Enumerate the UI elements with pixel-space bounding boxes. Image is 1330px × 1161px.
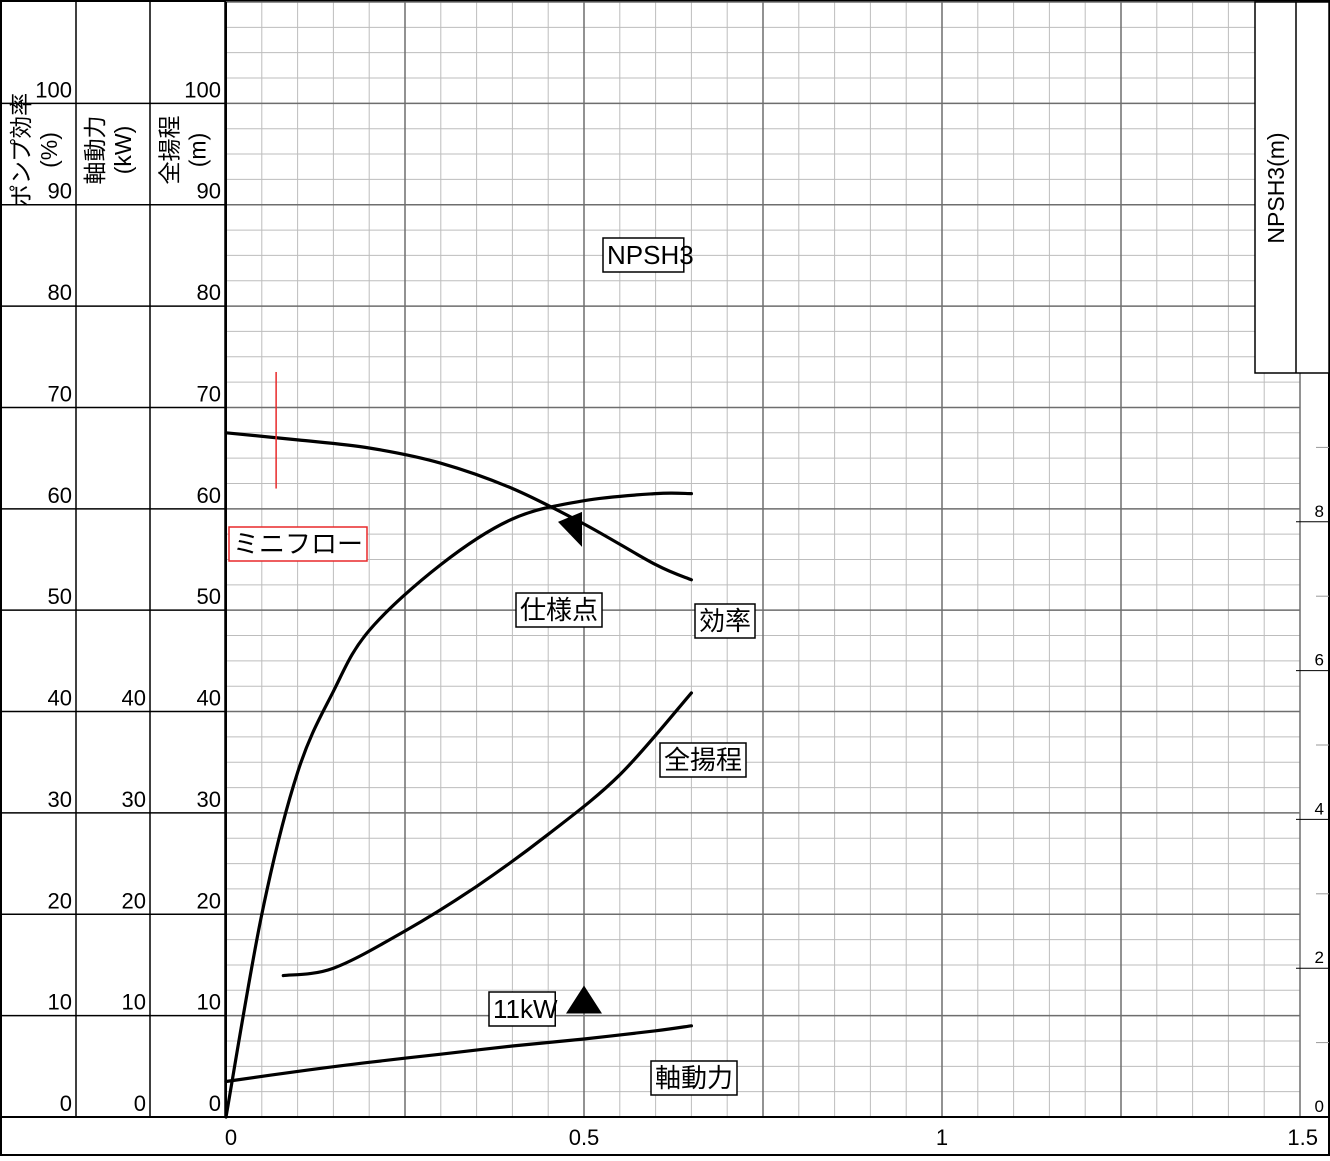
y-tick-label: 30: [122, 787, 146, 812]
y-tick-label: 30: [48, 787, 72, 812]
column-unit: (kW): [110, 126, 136, 175]
y-tick-label: 10: [48, 990, 72, 1015]
y-tick-label: 30: [197, 787, 221, 812]
column-unit: (%): [36, 132, 62, 168]
y-tick-label: 60: [197, 483, 221, 508]
spec-point-marker: [558, 511, 582, 547]
y-tick-label: 90: [197, 179, 221, 204]
y-tick-label: 90: [48, 179, 72, 204]
y-tick-label: 80: [197, 280, 221, 305]
shaft-power-label: 軸動力: [655, 1063, 733, 1093]
column-title: 全揚程: [157, 116, 183, 185]
npsh-tick-label: 8: [1315, 502, 1324, 521]
y-tick-label: 50: [48, 584, 72, 609]
x-tick-label: 1: [936, 1125, 948, 1150]
y-tick-label: 0: [209, 1091, 221, 1116]
motor-rating-label: 11kW: [493, 994, 558, 1024]
y-tick-label: 10: [197, 990, 221, 1015]
y-tick-label: 20: [197, 888, 221, 913]
motor-rating-label-box: [488, 991, 556, 1027]
npsh-tick-label: 6: [1315, 651, 1324, 670]
efficiency-label: 効率: [699, 606, 751, 636]
mini-flow-label: ミニフロー: [233, 529, 363, 559]
mini-flow-label-box: [228, 526, 368, 562]
y-tick-label: 20: [122, 888, 146, 913]
y-tick-label: 70: [48, 381, 72, 406]
npsh-axis-panel: [1254, 1, 1330, 374]
y-tick-label: 70: [197, 381, 221, 406]
markers: [275, 371, 602, 1014]
y-tick-label: 0: [60, 1091, 72, 1116]
head-label: 全揚程: [664, 745, 742, 775]
y-tick-label: 40: [197, 686, 221, 711]
npsh3-curve: [281, 691, 693, 978]
plot-grid: [0, 1, 1330, 1118]
y-tick-label: 10: [122, 990, 146, 1015]
y-tick-label: 0: [134, 1091, 146, 1116]
curves: [224, 431, 693, 1119]
y-tick-label: 100: [184, 77, 221, 102]
head-curve: [224, 431, 693, 582]
head-label-box: [659, 742, 747, 778]
npsh3-label: NPSH3: [607, 240, 694, 270]
column-title: ポンプ効率: [8, 93, 34, 207]
shaft-power-curve: [224, 1024, 693, 1084]
y-tick-label: 40: [48, 686, 72, 711]
y-tick-label: 80: [48, 280, 72, 305]
npsh-tick-label: 0: [1315, 1097, 1324, 1116]
y-tick-label: 40: [122, 686, 146, 711]
column-title: 軸動力: [82, 116, 108, 185]
y-tick-label: 100: [35, 77, 72, 102]
efficiency-curve: [224, 491, 693, 1119]
x-tick-label: 1.5: [1287, 1125, 1318, 1150]
column-unit: (m): [185, 133, 211, 167]
shaft-power-label-box: [650, 1060, 738, 1096]
x-tick-label: 0: [225, 1125, 237, 1150]
spec-point-label: 仕様点: [520, 595, 598, 625]
y-tick-label: 20: [48, 888, 72, 913]
npsh-tick-label: 2: [1315, 948, 1324, 967]
y-tick-label: 60: [48, 483, 72, 508]
npsh-axis-title: NPSH3(m): [1263, 132, 1289, 243]
npsh-tick-label: 4: [1315, 799, 1324, 818]
x-tick-label: 0.5: [569, 1125, 600, 1150]
efficiency-label-box: [694, 603, 756, 639]
motor-rating-marker: [566, 985, 602, 1014]
npsh3-label-box: [602, 237, 685, 273]
y-tick-label: 50: [197, 584, 221, 609]
spec-point-label-box: [515, 592, 603, 628]
